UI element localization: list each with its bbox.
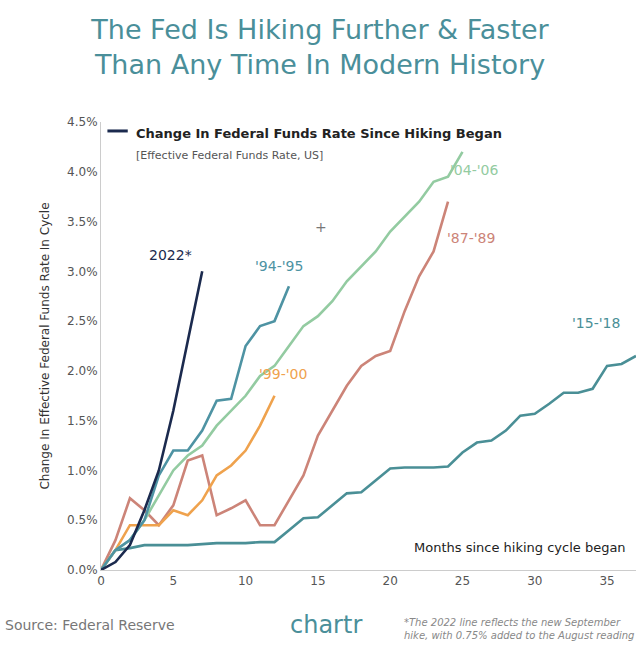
svg-text:3.5%: 3.5% — [67, 215, 98, 229]
svg-text:Source: Federal Reserve: Source: Federal Reserve — [5, 617, 175, 633]
svg-text:20: 20 — [383, 574, 398, 588]
svg-text:'99-'00: '99-'00 — [259, 366, 307, 382]
svg-text:2022*: 2022* — [149, 247, 192, 263]
svg-text:+: + — [315, 219, 327, 235]
svg-text:'15-'18: '15-'18 — [572, 315, 620, 331]
svg-text:'04-'06: '04-'06 — [450, 162, 498, 178]
svg-text:2.5%: 2.5% — [67, 314, 98, 328]
svg-text:Change In Effective Federal Fu: Change In Effective Federal Funds Rate I… — [38, 202, 52, 489]
svg-text:1.0%: 1.0% — [67, 464, 98, 478]
svg-text:Change In Federal Funds Rate S: Change In Federal Funds Rate Since Hikin… — [136, 126, 502, 141]
svg-text:[Effective Federal Funds Rate,: [Effective Federal Funds Rate, US] — [136, 149, 323, 162]
svg-text:Months since hiking cycle bega: Months since hiking cycle began — [414, 540, 626, 555]
svg-text:3.0%: 3.0% — [67, 265, 98, 279]
svg-text:'87-'89: '87-'89 — [447, 230, 495, 246]
svg-text:10: 10 — [238, 574, 253, 588]
svg-text:4.5%: 4.5% — [67, 115, 98, 129]
svg-text:0: 0 — [97, 574, 105, 588]
svg-text:25: 25 — [455, 574, 470, 588]
svg-text:35: 35 — [599, 574, 614, 588]
svg-text:*The 2022 line reflects the ne: *The 2022 line reflects the new Septembe… — [404, 617, 634, 641]
svg-text:0.0%: 0.0% — [67, 563, 98, 577]
svg-text:30: 30 — [527, 574, 542, 588]
svg-text:4.0%: 4.0% — [67, 165, 98, 179]
svg-text:1.5%: 1.5% — [67, 414, 98, 428]
svg-text:The Fed Is Hiking Further & Fa: The Fed Is Hiking Further & FasterThan A… — [90, 14, 549, 80]
svg-text:5: 5 — [169, 574, 177, 588]
svg-text:'94-'95: '94-'95 — [255, 258, 303, 274]
svg-text:chartr: chartr — [290, 611, 362, 639]
svg-text:15: 15 — [310, 574, 325, 588]
svg-text:0.5%: 0.5% — [67, 513, 98, 527]
svg-text:2.0%: 2.0% — [67, 364, 98, 378]
